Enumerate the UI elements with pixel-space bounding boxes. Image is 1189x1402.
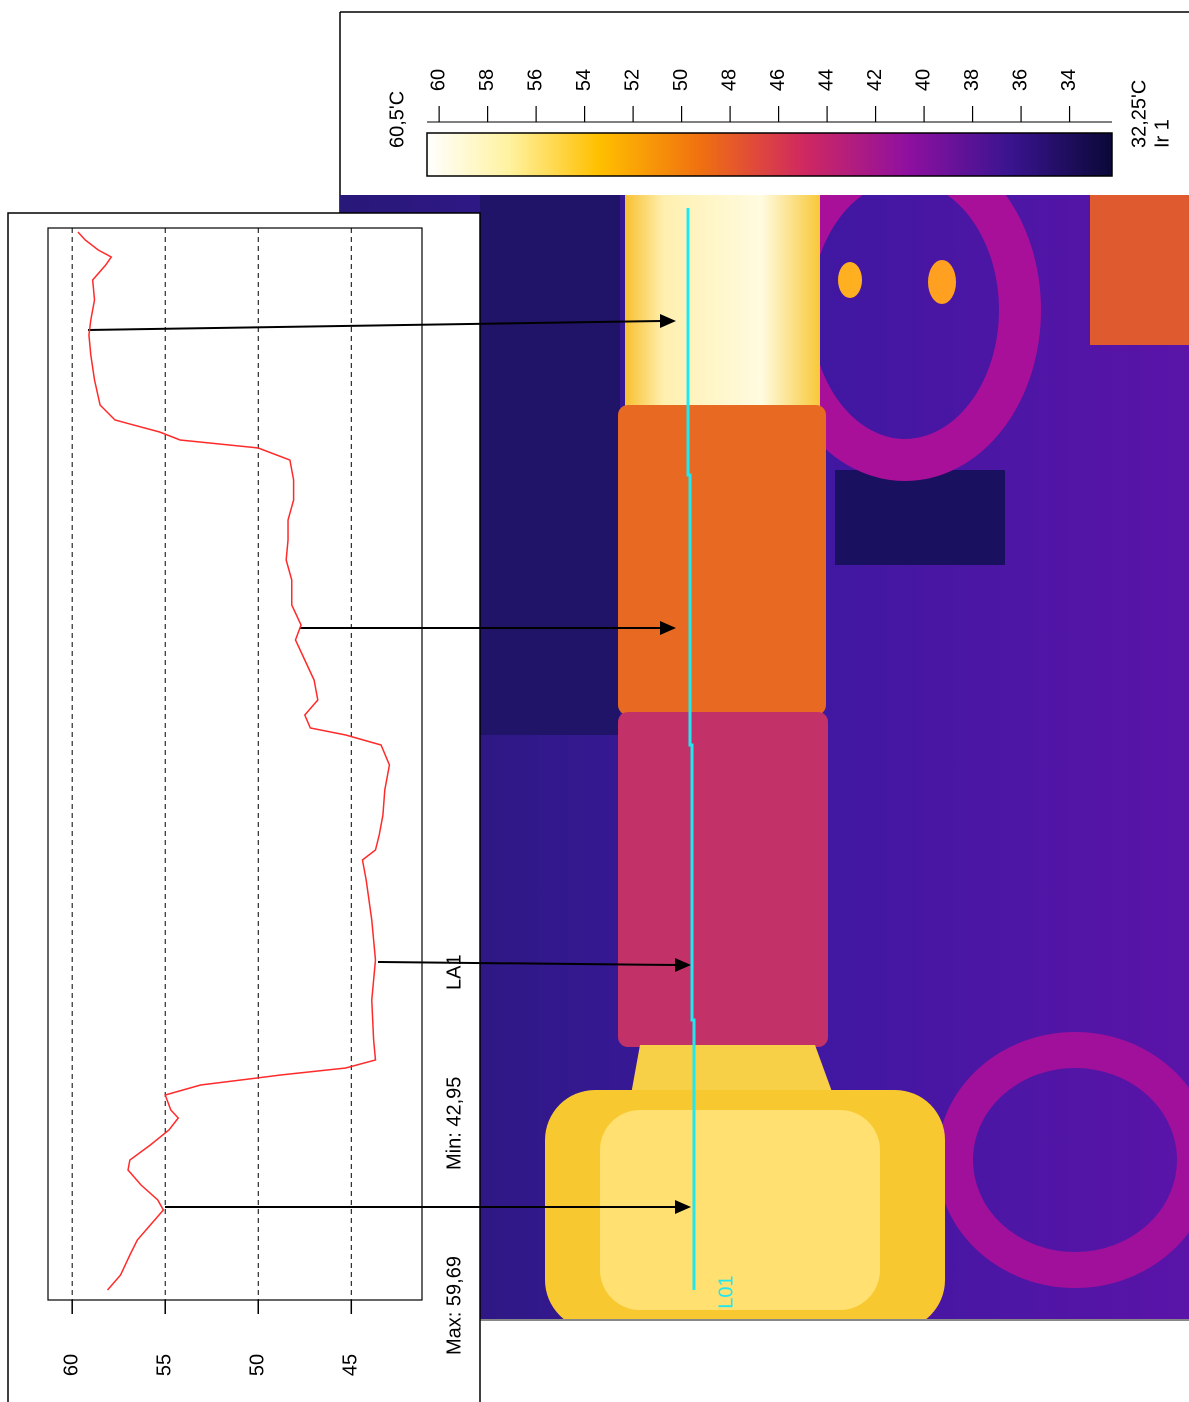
pipe-segment bbox=[625, 195, 820, 410]
colorbar-tick-label: 38 bbox=[961, 69, 983, 91]
tick-label: 45 bbox=[340, 1354, 362, 1376]
colorbar-tick-label: 52 bbox=[621, 69, 643, 91]
colorbar-min-label: 32,25'C bbox=[1128, 80, 1150, 148]
pipe-segment bbox=[618, 712, 828, 1047]
tick-label: 55 bbox=[154, 1354, 176, 1376]
shadow bbox=[480, 195, 620, 735]
hot-spot bbox=[838, 262, 862, 298]
colorbar-tick-label: 54 bbox=[573, 69, 595, 91]
colorbar-tick-label: 42 bbox=[864, 69, 886, 91]
pipe-segment bbox=[618, 405, 826, 715]
colorbar-tick-label: 58 bbox=[476, 69, 498, 91]
screenshot: 60 58 56 54 52 50 48 46 44 42 40 38 36 34 60,5'C 32,25'… bbox=[0, 0, 1189, 1402]
shadow bbox=[835, 470, 1005, 565]
flange bbox=[600, 1110, 880, 1310]
line-label: L01 bbox=[715, 1275, 737, 1308]
annotation: LA1 bbox=[443, 954, 465, 990]
profile-panel bbox=[8, 213, 480, 1402]
colorbar-tick-label: 36 bbox=[1009, 69, 1031, 91]
colorbar-tick-label: 34 bbox=[1058, 69, 1080, 91]
colorbar bbox=[427, 133, 1112, 176]
page: 60 58 56 54 52 50 48 46 44 42 40 38 36 34 60,5'C 32,25'… bbox=[0, 0, 1189, 1402]
colorbar-tick-label: 50 bbox=[670, 69, 692, 91]
colorbar-tick-label: 48 bbox=[718, 69, 740, 91]
colorbar-tick-label: 60 bbox=[427, 69, 449, 91]
colorbar-tick-label: 56 bbox=[524, 69, 546, 91]
source-label: Ir 1 bbox=[1151, 119, 1173, 148]
colorbar-tick-label: 40 bbox=[912, 69, 934, 91]
tick-label: 50 bbox=[247, 1354, 269, 1376]
colorbar-tick-label: 44 bbox=[815, 69, 837, 91]
annotation: Min: 42,95 bbox=[443, 1077, 465, 1170]
hot-spot bbox=[928, 260, 956, 304]
colorbar-max-label: 60,5'C bbox=[386, 91, 408, 148]
annotation: Max: 59,69 bbox=[443, 1256, 465, 1355]
colorbar-tick-label: 46 bbox=[767, 69, 789, 91]
hot-spot bbox=[1090, 195, 1189, 345]
tick-label: 60 bbox=[60, 1354, 82, 1376]
